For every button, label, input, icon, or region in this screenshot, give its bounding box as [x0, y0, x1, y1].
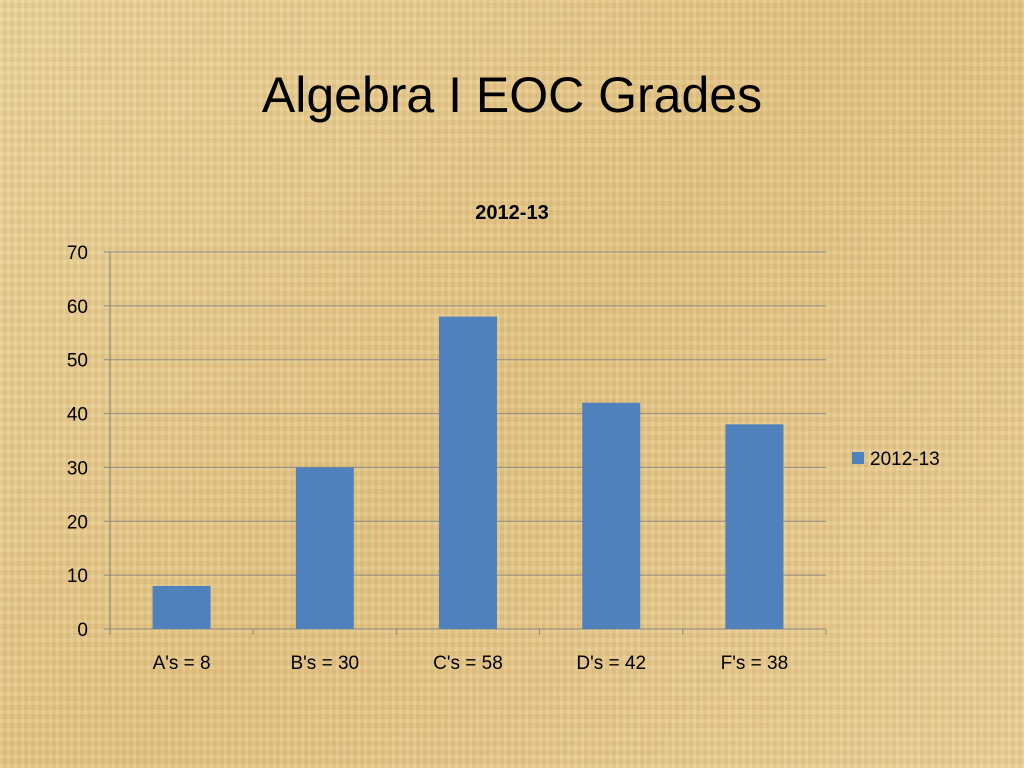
- bar: [295, 467, 354, 629]
- bar: [725, 424, 784, 629]
- y-tick-label: 0: [77, 620, 88, 641]
- bar: [439, 316, 497, 629]
- y-tick-label: 60: [67, 297, 88, 318]
- legend-swatch: [852, 452, 864, 464]
- x-tick-label: C's = 58: [433, 653, 503, 674]
- legend-label: 2012-13: [870, 449, 940, 470]
- slide-title: Algebra I EOC Grades: [261, 67, 763, 123]
- chart-title: 2012-13: [475, 202, 548, 224]
- x-tick-label: D's = 42: [576, 653, 646, 674]
- y-tick-label: 50: [67, 351, 88, 372]
- bar: [582, 402, 641, 629]
- y-tick-label: 70: [67, 243, 88, 264]
- x-tick-label: A's = 8: [153, 653, 211, 674]
- y-tick-label: 40: [67, 405, 88, 426]
- y-tick-label: 20: [67, 512, 88, 533]
- x-tick-label: B's = 30: [291, 653, 360, 674]
- y-tick-label: 10: [67, 566, 88, 587]
- x-tick-label: F's = 38: [721, 653, 789, 674]
- bar: [152, 585, 211, 629]
- y-tick-label: 30: [67, 458, 88, 479]
